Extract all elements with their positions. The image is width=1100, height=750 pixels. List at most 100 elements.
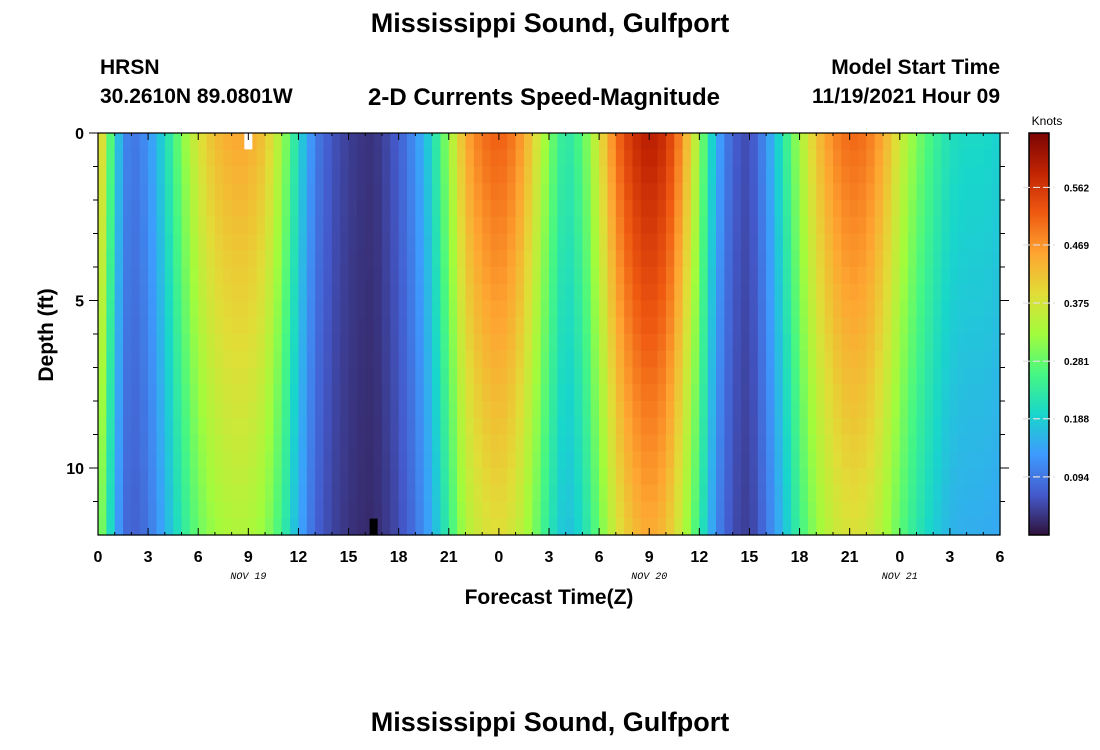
heatmap-cell — [866, 334, 876, 352]
heatmap-cell — [198, 384, 208, 402]
heatmap-cell — [749, 216, 759, 235]
heatmap-cell — [716, 350, 725, 369]
heatmap-cell — [941, 283, 951, 302]
heatmap-cell — [557, 133, 567, 151]
heatmap-cell — [615, 468, 625, 486]
heatmap-cell — [966, 451, 976, 469]
heatmap-cell — [373, 367, 383, 385]
heatmap-cell — [774, 401, 784, 419]
heatmap-cell — [482, 133, 492, 151]
heatmap-cell — [373, 267, 383, 285]
heatmap-cell — [465, 200, 475, 218]
heatmap-cell — [949, 518, 959, 536]
heatmap-cell — [766, 350, 776, 369]
heatmap-cell — [791, 334, 801, 352]
heatmap-cell — [832, 350, 842, 369]
heatmap-cell — [148, 166, 158, 184]
heatmap-cell — [490, 468, 500, 486]
heatmap-cell — [549, 166, 558, 184]
heatmap-cell — [323, 133, 333, 151]
heatmap-cell — [632, 267, 642, 285]
heatmap-cell — [699, 216, 709, 235]
heatmap-cell — [231, 267, 241, 285]
heatmap-cell — [331, 166, 341, 184]
heatmap-cell — [315, 484, 325, 503]
heatmap-cell — [682, 384, 692, 402]
heatmap-cell — [323, 334, 333, 352]
heatmap-cell — [123, 216, 133, 235]
heatmap-cell — [465, 501, 475, 519]
heatmap-cell — [306, 484, 316, 503]
heatmap-cell — [883, 216, 893, 235]
heatmap-cell — [590, 518, 600, 536]
heatmap-cell — [523, 216, 533, 235]
heatmap-cell — [766, 401, 776, 419]
heatmap-cell — [123, 149, 133, 168]
heatmap-cell — [874, 283, 884, 302]
heatmap-cell — [807, 283, 817, 302]
heatmap-cell — [908, 166, 918, 184]
heatmap-cell — [198, 233, 208, 251]
heatmap-cell — [148, 518, 158, 536]
heatmap-cell — [139, 417, 149, 436]
heatmap-cell — [941, 149, 951, 168]
heatmap-cell — [924, 350, 934, 369]
heatmap-cell — [248, 233, 258, 251]
heatmap-cell — [290, 384, 300, 402]
heatmap-cell — [732, 233, 742, 251]
heatmap-cell — [607, 434, 617, 452]
heatmap-cell — [841, 200, 851, 218]
heatmap-cell — [448, 216, 458, 235]
heatmap-cell — [256, 250, 266, 268]
heatmap-cell — [265, 233, 274, 251]
heatmap-cell — [457, 133, 467, 151]
heatmap-cell — [490, 166, 500, 184]
heatmap-cell — [757, 317, 767, 335]
heatmap-cell — [381, 317, 391, 335]
heatmap-cell — [766, 518, 776, 536]
heatmap-cell — [699, 417, 709, 436]
heatmap-cell — [974, 451, 984, 469]
heatmap-cell — [540, 149, 550, 168]
heatmap-cell — [866, 451, 876, 469]
heatmap-cell — [515, 250, 525, 268]
heatmap-cell — [741, 484, 751, 503]
station-coordinates: 30.2610N 89.0801W — [100, 85, 293, 108]
heatmap-cell — [690, 166, 700, 184]
heatmap-cell — [599, 367, 609, 385]
heatmap-cell — [916, 233, 926, 251]
heatmap-cell — [924, 468, 934, 486]
heatmap-cell — [465, 401, 475, 419]
heatmap-cell — [340, 434, 350, 452]
heatmap-cell — [523, 468, 533, 486]
heatmap-cell — [123, 233, 133, 251]
heatmap-cell — [507, 133, 517, 151]
heatmap-cell — [423, 133, 433, 151]
heatmap-cell — [916, 434, 926, 452]
heatmap-cell — [874, 501, 884, 519]
heatmap-cell — [958, 417, 968, 436]
heatmap-cell — [423, 300, 433, 318]
heatmap-cell — [883, 267, 893, 285]
heatmap-cell — [791, 133, 801, 151]
heatmap-cell — [256, 216, 266, 235]
heatmap-cell — [841, 283, 851, 302]
heatmap-cell — [849, 484, 859, 503]
heatmap-cell — [281, 451, 291, 469]
heatmap-cell — [398, 216, 408, 235]
heatmap-cell — [966, 283, 976, 302]
heatmap-cell — [164, 434, 174, 452]
heatmap-cell — [807, 300, 817, 318]
colorbar-tick-label: 0.188 — [1064, 415, 1089, 426]
heatmap-cell — [983, 350, 993, 369]
heatmap-cell — [156, 451, 166, 469]
heatmap-cell — [265, 434, 274, 452]
heatmap-cell — [390, 468, 400, 486]
heatmap-cell — [674, 149, 684, 168]
heatmap-cell — [114, 133, 124, 151]
heatmap-cell — [866, 468, 876, 486]
heatmap-cell — [440, 183, 450, 201]
heatmap-cell — [966, 518, 976, 536]
heatmap-cell — [407, 133, 416, 151]
heatmap-cell — [866, 350, 876, 369]
